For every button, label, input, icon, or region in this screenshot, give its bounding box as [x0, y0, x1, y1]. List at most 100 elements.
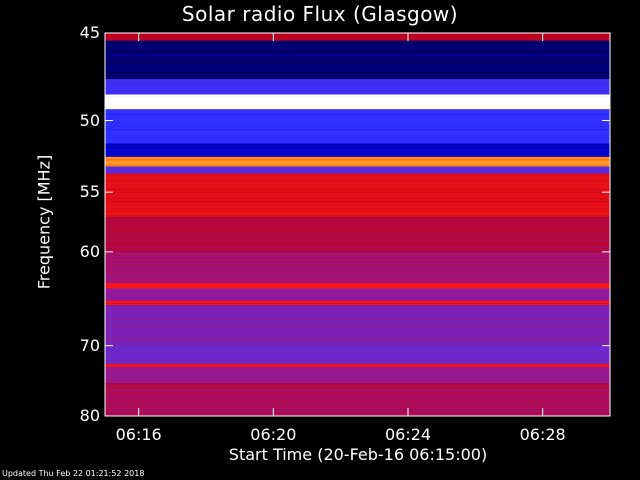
spectrogram-streak	[105, 63, 610, 64]
spectrogram-streak	[105, 51, 610, 52]
spectrogram-streak	[105, 318, 610, 319]
spectrogram-streak	[105, 252, 610, 253]
spectrogram-streak	[105, 54, 610, 55]
spectrogram-streak	[105, 240, 610, 241]
spectrogram-streak	[105, 306, 610, 307]
spectrogram-streak	[105, 75, 610, 76]
spectrogram-streak	[105, 66, 610, 67]
spectrogram-streak	[105, 399, 610, 400]
spectrogram-streak	[105, 132, 610, 133]
spectrogram-streak	[105, 213, 610, 214]
spectrogram-streak	[105, 315, 610, 316]
spectrogram-band	[105, 156, 610, 167]
spectrogram-streak	[105, 72, 610, 73]
spectrogram-streak	[105, 153, 610, 154]
spectrogram-streak	[105, 150, 610, 151]
spectrogram-streak	[105, 309, 610, 310]
spectrogram-streak	[105, 261, 610, 262]
spectrogram-streak	[105, 189, 610, 190]
spectrogram-streak	[105, 360, 610, 361]
spectrogram-streak	[105, 177, 610, 178]
y-tick-label: 50	[79, 110, 100, 130]
spectrogram-streak	[105, 114, 610, 115]
spectrogram-streak	[105, 285, 610, 286]
spectrogram-streak	[105, 387, 610, 388]
spectrogram-streak	[105, 39, 610, 40]
spectrogram-streak	[105, 216, 610, 217]
spectrogram-streak	[105, 210, 610, 211]
spectrogram-streak	[105, 57, 610, 58]
spectrogram-streak	[105, 123, 610, 124]
spectrogram-streak	[105, 159, 610, 160]
spectrogram-streak	[105, 234, 610, 235]
spectrogram-streak	[105, 333, 610, 334]
spectrogram-streak	[105, 186, 610, 187]
spectrogram-streak	[105, 120, 610, 121]
x-tick-label: 06:20	[250, 425, 297, 444]
spectrogram-streak	[105, 138, 610, 139]
spectrogram-streak	[105, 342, 610, 343]
chart-title: Solar radio Flux (Glasgow)	[181, 2, 459, 26]
y-tick-label: 70	[79, 335, 100, 355]
spectrogram-streak	[105, 282, 610, 283]
spectrogram-streak	[105, 384, 610, 385]
spectrogram-streak	[105, 135, 610, 136]
spectrogram-streak	[105, 396, 610, 397]
spectrogram-streak	[105, 171, 610, 172]
spectrogram-streak	[105, 231, 610, 232]
spectrogram-streak	[105, 87, 610, 88]
spectrogram-streak	[105, 324, 610, 325]
spectrogram-streak	[105, 105, 610, 106]
spectrogram-streak	[105, 237, 610, 238]
spectrogram-streak	[105, 162, 610, 163]
y-axis-label: Frequency [MHz]	[34, 154, 54, 290]
spectrogram-streak	[105, 255, 610, 256]
spectrogram-streak	[105, 375, 610, 376]
spectrogram-streak	[105, 297, 610, 298]
spectrogram-streak	[105, 117, 610, 118]
spectrogram-streak	[105, 144, 610, 145]
spectrogram-streak	[105, 93, 610, 94]
spectrogram-streak	[105, 411, 610, 412]
spectrogram-band	[105, 166, 610, 174]
spectrogram-streak	[105, 372, 610, 373]
spectrogram-streak	[105, 369, 610, 370]
spectrogram-streak	[105, 294, 610, 295]
spectrogram-texture	[105, 33, 610, 415]
spectrogram-streak	[105, 312, 610, 313]
spectrogram-streak	[105, 366, 610, 367]
spectrogram-streak	[105, 48, 610, 49]
spectrogram-streak	[105, 180, 610, 181]
spectrogram-band	[105, 40, 610, 80]
spectrogram-streak	[105, 300, 610, 301]
updated-timestamp: Updated Thu Feb 22 01:21:52 2018	[2, 469, 145, 478]
spectrogram-streak	[105, 390, 610, 391]
spectrogram-streak	[105, 258, 610, 259]
x-tick-label: 06:28	[519, 425, 566, 444]
spectrogram-streak	[105, 195, 610, 196]
spectrogram-streak	[105, 270, 610, 271]
spectrogram-streak	[105, 321, 610, 322]
spectrogram-streak	[105, 99, 610, 100]
x-axis-label: Start Time (20-Feb-16 06:15:00)	[228, 445, 488, 464]
spectrogram-band	[105, 366, 610, 384]
spectrogram-band	[105, 305, 610, 346]
spectrogram-streak	[105, 354, 610, 355]
spectrogram-streak	[105, 339, 610, 340]
spectrogram-streak	[105, 90, 610, 91]
spectrogram-streak	[105, 60, 610, 61]
y-tick-label: 80	[79, 406, 100, 425]
spectrogram-streak	[105, 183, 610, 184]
y-tick-label: 55	[79, 182, 100, 202]
spectrogram-band	[105, 300, 610, 306]
spectrogram-streak	[105, 291, 610, 292]
spectrogram-streak	[105, 264, 610, 265]
spectrogram-streak	[105, 381, 610, 382]
spectrogram-streak	[105, 198, 610, 199]
spectrogram-streak	[105, 288, 610, 289]
spectrogram-streak	[105, 108, 610, 109]
spectrogram-streak	[105, 111, 610, 112]
y-tick-label: 45	[79, 23, 100, 42]
spectrogram-streak	[105, 96, 610, 97]
